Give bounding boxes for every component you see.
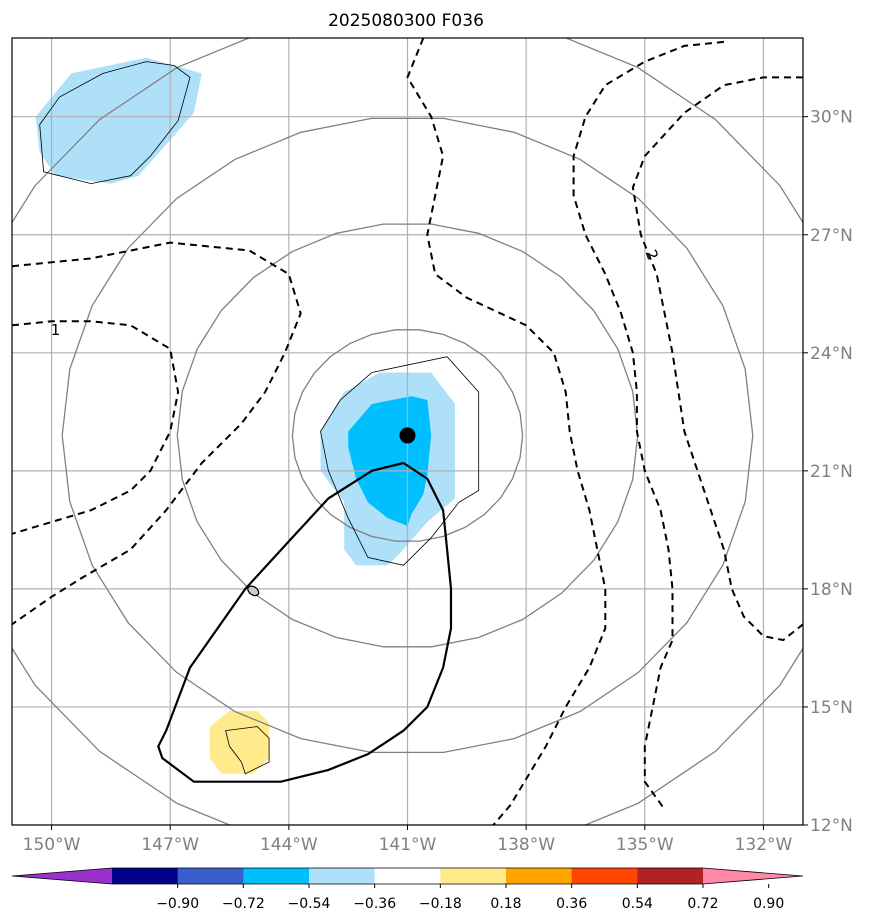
colorbar-tick-label: −0.18 (419, 896, 462, 912)
grid-layer (12, 38, 803, 825)
thick-contour-line (157, 461, 453, 783)
dashed-contour-3 (572, 40, 725, 810)
y-tick-label: 27°N (810, 226, 853, 246)
colorbar-segment (374, 868, 441, 884)
colorbar-tick-label: −0.36 (353, 896, 396, 912)
center-point-marker (399, 427, 416, 444)
x-tick-label: 132°W (735, 835, 793, 855)
thin-outline-1 (320, 356, 480, 566)
colorbar-extend-low (12, 868, 112, 884)
colorbar-tick-label: 0.18 (490, 896, 521, 912)
thin-outlines (39, 61, 480, 775)
fill-region-0 (35, 57, 202, 184)
thick-contour (157, 461, 453, 783)
plot-area: 12 (12, 38, 803, 825)
y-tick-label: 21°N (810, 462, 853, 482)
range-ring-0 (291, 329, 524, 542)
dashed-contours: 12 (12, 38, 803, 825)
colorbar-tick-label: −0.54 (288, 896, 331, 912)
colorbar: −0.90 −0.72 −0.54 −0.36 −0.18 0.18 0.36 0.54 0.7… (11, 867, 804, 912)
dashed-contour-2 (406, 38, 607, 825)
marker-layer (247, 427, 416, 597)
colorbar-segment (440, 868, 507, 884)
x-tick-label: 141°W (379, 835, 437, 855)
x-axis-ticks: 150°W 147°W 144°W 141°W 138°W 135°W 132°W (23, 825, 793, 855)
colorbar-segment (309, 868, 376, 884)
colorbar-segment (571, 868, 638, 884)
colorbar-tick-label: 0.72 (687, 896, 718, 912)
range-ring-1 (176, 223, 639, 648)
colorbar-segment (112, 868, 179, 884)
y-tick-label: 30°N (810, 108, 853, 128)
colorbar-segment (243, 868, 310, 884)
fill-region-3 (209, 710, 270, 774)
colorbar-segment (177, 868, 244, 884)
x-tick-label: 150°W (23, 835, 81, 855)
contour-label-1: 1 (51, 321, 61, 339)
chart-title: 2025080300 F036 (328, 11, 484, 31)
colorbar-tick-label: 0.36 (556, 896, 587, 912)
colorbar-segment (506, 868, 573, 884)
y-tick-label: 18°N (810, 580, 853, 600)
thin-outline-2 (225, 726, 270, 775)
colorbar-segment (637, 868, 704, 884)
range-rings (12, 38, 803, 825)
colorbar-tick-label: −0.72 (222, 896, 265, 912)
x-tick-label: 138°W (497, 835, 555, 855)
colorbar-tick-label: −0.90 (156, 896, 199, 912)
dashed-contour-1 (12, 320, 180, 535)
dashed-contour-0 (12, 241, 302, 626)
x-tick-label: 147°W (141, 835, 199, 855)
colorbar-outline (11, 867, 804, 885)
x-tick-label: 144°W (260, 835, 318, 855)
range-ring-2 (61, 117, 754, 754)
x-tick-label: 135°W (616, 835, 674, 855)
y-tick-label: 24°N (810, 344, 853, 364)
colorbar-extend-high (703, 868, 803, 884)
colorbar-tick-label: 0.54 (622, 896, 653, 912)
y-tick-label: 15°N (810, 698, 853, 718)
y-axis-ticks: 30°N 27°N 24°N 21°N 18°N 15°N 12°N (803, 108, 853, 836)
small-marker (247, 585, 260, 597)
thin-outline-0 (39, 61, 191, 185)
colorbar-tick-label: 0.90 (753, 896, 784, 912)
dashed-contour-4 (631, 76, 803, 642)
y-tick-label: 12°N (810, 816, 853, 836)
range-ring-3 (12, 38, 803, 825)
fill-layer (35, 57, 455, 774)
